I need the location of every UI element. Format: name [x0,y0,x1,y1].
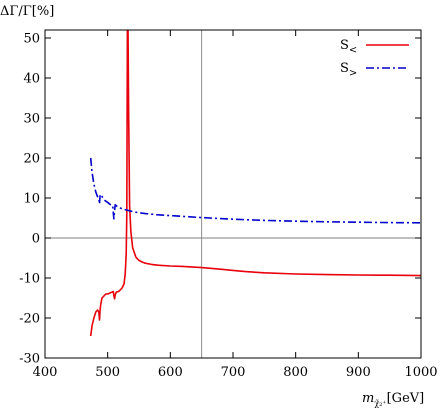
x-axis-label-unit: [GeV] [387,391,425,406]
plot-frame [44,29,422,359]
series-line-s-less [89,30,421,337]
x-axis-label-main: m [362,391,374,406]
y-tick-label: -30 [19,352,40,367]
x-tick-label: 800 [283,365,308,380]
legend-label-s-greater-base: S [340,61,349,76]
legend: S< S> [340,38,409,79]
x-axis-label: mχ̃₂⁺[GeV] [362,391,424,408]
series-layer [89,30,421,337]
y-tick-label: 50 [23,32,40,47]
reference-lines [45,30,421,358]
legend-label-s-less-sub: < [349,45,357,56]
tick-labels-layer: 400 500 600 700 800 900 1000 -30 -20 -10 0 10 20 30 40… [19,32,437,381]
y-tick-label: -20 [19,312,40,327]
ticks-layer [44,30,422,359]
legend-label-s-greater-sub: > [349,68,357,79]
x-tick-label: 700 [221,365,246,380]
x-tick-label: 1000 [404,365,437,380]
x-tick-label: 900 [346,365,371,380]
y-tick-label: 20 [23,152,40,167]
legend-label-s-less: S< [340,38,357,56]
y-tick-label: 30 [23,112,40,127]
x-tick-label: 500 [95,365,120,380]
legend-label-s-greater: S> [340,61,357,79]
x-axis-label-sub: χ̃₂⁺ [374,399,386,408]
legend-label-s-less-base: S [340,38,349,53]
y-tick-label: 40 [23,72,40,87]
y-axis-label: ΔΓ/Γ[%] [0,4,54,19]
y-tick-label: 10 [23,192,40,207]
series-line-s-greater [89,157,421,224]
x-tick-label: 400 [33,365,58,380]
y-tick-label: 0 [32,232,40,247]
y-tick-label: -10 [19,272,40,287]
x-tick-label: 600 [158,365,183,380]
